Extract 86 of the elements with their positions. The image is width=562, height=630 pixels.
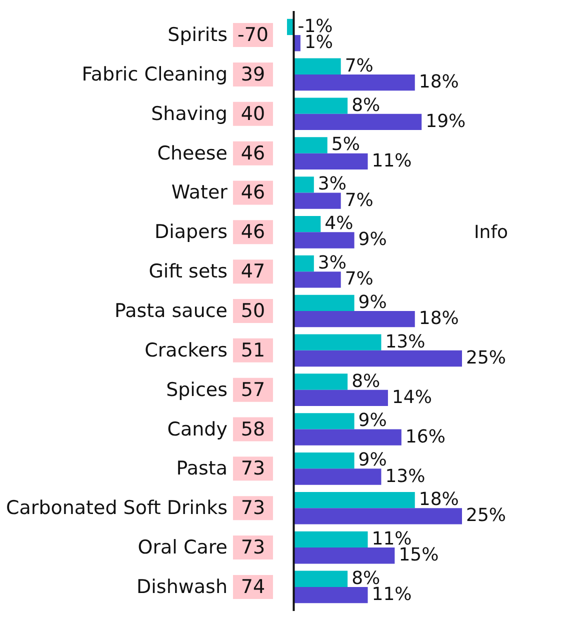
data-label: 8% (352, 370, 380, 392)
y-tick-label: Shaving (151, 102, 228, 125)
y-tick-label: Diapers (154, 221, 228, 244)
bar (294, 137, 328, 154)
data-label: 14% (392, 386, 432, 408)
y-tick-label: Dishwash (136, 576, 228, 598)
text: 58 (240, 418, 266, 440)
y-tick-label: Oral Care (138, 536, 228, 559)
y-tick-label: Spirits (168, 24, 228, 46)
bar (294, 272, 341, 288)
bar (294, 374, 348, 390)
y-tick-label: Crackers (144, 339, 228, 362)
bar (294, 586, 368, 604)
data-label: 5% (331, 134, 360, 156)
text: 46 (240, 182, 266, 204)
y-tick-label: Spices (166, 378, 228, 401)
bar (294, 570, 348, 587)
text: 47 (240, 260, 266, 283)
data-label: 18% (418, 308, 459, 330)
data-label: 15% (398, 544, 439, 566)
text: 46 (240, 221, 266, 244)
y-tick-label: Fabric Cleaning (82, 63, 228, 86)
bar (294, 531, 368, 548)
bar (294, 74, 415, 91)
bar (294, 413, 354, 430)
data-label: 9% (358, 292, 387, 313)
text: 73 (240, 497, 266, 520)
y-tick-label: Gift sets (148, 260, 228, 283)
y-tick-label: Pasta sauce (114, 300, 228, 322)
text: Info (474, 222, 508, 243)
bar (294, 390, 388, 406)
data-label: 1% (304, 32, 334, 54)
text: 46 (240, 142, 266, 164)
bar (294, 98, 348, 114)
bar (294, 492, 415, 508)
data-label: 16% (405, 426, 446, 448)
y-tick-label: Cheese (157, 142, 228, 164)
data-label: 7% (344, 268, 374, 290)
data-label: 7% (344, 55, 374, 76)
text: -70 (237, 24, 269, 46)
y-tick-label: Carbonated Soft Drinks (6, 497, 228, 520)
data-label: 3% (318, 174, 346, 195)
data-label: 9% (358, 410, 387, 432)
bar (294, 429, 402, 446)
data-label: 11% (372, 150, 412, 172)
text: 73 (240, 536, 266, 559)
data-label: 11% (372, 584, 412, 606)
data-label: 8% (352, 94, 380, 116)
bar (294, 508, 462, 524)
bar (294, 350, 462, 367)
data-label: 13% (385, 331, 426, 352)
bar (294, 334, 382, 350)
data-label: 18% (418, 489, 459, 510)
data-label: 25% (466, 505, 506, 526)
text: 73 (240, 458, 266, 480)
bar (294, 58, 341, 74)
y-tick-label: Pasta (176, 458, 228, 480)
data-label: 9% (358, 450, 387, 471)
bar (294, 311, 415, 328)
text: 40 (240, 102, 266, 125)
data-label: 25% (466, 348, 506, 369)
bar (294, 216, 321, 232)
data-label: 13% (385, 466, 426, 487)
bar (294, 452, 354, 469)
text: 50 (240, 300, 266, 322)
text: 39 (240, 63, 266, 86)
text: 51 (240, 339, 266, 362)
bar (294, 468, 382, 485)
bar (294, 255, 314, 272)
bar (294, 548, 395, 564)
bar (294, 176, 314, 193)
data-label: 3% (318, 252, 346, 274)
data-label: 4% (324, 213, 354, 234)
bar (294, 114, 422, 130)
y-tick-label: Candy (167, 418, 228, 440)
bar (294, 232, 354, 248)
bar (294, 192, 341, 209)
text: 57 (240, 378, 266, 401)
bar (294, 294, 354, 311)
data-label: 7% (344, 190, 374, 211)
data-label: 9% (358, 229, 387, 250)
text: 74 (240, 576, 266, 598)
bar (294, 153, 368, 170)
data-label: 19% (426, 110, 466, 132)
y-tick-label: Water (171, 182, 228, 204)
data-label: 18% (418, 72, 459, 93)
